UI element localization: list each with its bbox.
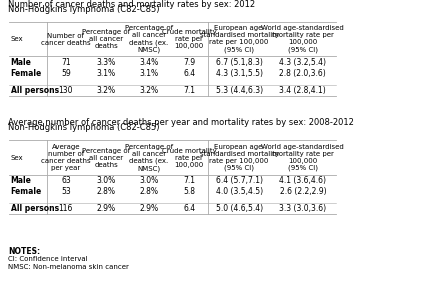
Text: 2.8%: 2.8% bbox=[97, 188, 116, 196]
Text: CI: Confidence interval: CI: Confidence interval bbox=[8, 256, 88, 262]
Text: World age-standardised
mortality rate per
100,000
(95% CI): World age-standardised mortality rate pe… bbox=[261, 26, 344, 53]
Text: 3.4 (2.8,4.1): 3.4 (2.8,4.1) bbox=[280, 86, 326, 95]
Text: 4.3 (3.2,5.4): 4.3 (3.2,5.4) bbox=[279, 58, 326, 67]
Text: 2.9%: 2.9% bbox=[96, 204, 116, 213]
Text: 2.8 (2.0,3.6): 2.8 (2.0,3.6) bbox=[280, 69, 326, 78]
Text: 3.4%: 3.4% bbox=[139, 58, 159, 67]
Text: 2.9%: 2.9% bbox=[139, 204, 158, 213]
Text: NOTES:: NOTES: bbox=[8, 248, 41, 256]
Text: 6.7 (5.1,8.3): 6.7 (5.1,8.3) bbox=[215, 58, 263, 67]
Text: 6.4: 6.4 bbox=[183, 204, 195, 213]
Text: 3.2%: 3.2% bbox=[96, 86, 116, 95]
Text: All persons: All persons bbox=[11, 86, 59, 95]
Text: World age-standardised
mortality rate per
100,000
(95% CI): World age-standardised mortality rate pe… bbox=[261, 144, 344, 171]
Text: 3.1%: 3.1% bbox=[139, 69, 158, 78]
Text: Crude mortality
rate per
100,000: Crude mortality rate per 100,000 bbox=[162, 29, 216, 49]
Text: Female: Female bbox=[11, 69, 42, 78]
Text: 63: 63 bbox=[61, 176, 71, 185]
Text: Percentage of
all cancer
deaths (ex.
NMSC): Percentage of all cancer deaths (ex. NMS… bbox=[125, 25, 173, 53]
Text: 4.1 (3.6,4.6): 4.1 (3.6,4.6) bbox=[279, 176, 326, 185]
Text: 3.1%: 3.1% bbox=[96, 69, 116, 78]
Text: Average number of cancer deaths per year and mortality rates by sex: 2008-2012: Average number of cancer deaths per year… bbox=[8, 118, 354, 127]
Text: Average
number of
cancer deaths
per year: Average number of cancer deaths per year bbox=[41, 144, 91, 171]
Text: Percentage of
all cancer
deaths: Percentage of all cancer deaths bbox=[82, 148, 130, 168]
Text: 3.0%: 3.0% bbox=[96, 176, 116, 185]
Text: Percentage of
all cancer
deaths: Percentage of all cancer deaths bbox=[82, 29, 130, 49]
Text: NMSC: Non-melanoma skin cancer: NMSC: Non-melanoma skin cancer bbox=[8, 264, 129, 270]
Text: 3.2%: 3.2% bbox=[139, 86, 158, 95]
Text: Sex: Sex bbox=[11, 154, 23, 160]
Text: 3.3%: 3.3% bbox=[96, 58, 116, 67]
Text: 130: 130 bbox=[59, 86, 73, 95]
Text: European age-
standardised mortality
rate per 100,000
(95% CI): European age- standardised mortality rat… bbox=[199, 26, 279, 53]
Text: 116: 116 bbox=[59, 204, 73, 213]
Text: 3.0%: 3.0% bbox=[139, 176, 159, 185]
Text: 4.3 (3.1,5.5): 4.3 (3.1,5.5) bbox=[215, 69, 263, 78]
Text: 5.8: 5.8 bbox=[183, 188, 195, 196]
Text: Male: Male bbox=[11, 58, 31, 67]
Text: Sex: Sex bbox=[11, 36, 23, 42]
Text: 7.9: 7.9 bbox=[183, 58, 195, 67]
Text: 2.8%: 2.8% bbox=[139, 188, 158, 196]
Text: 2.6 (2.2,2.9): 2.6 (2.2,2.9) bbox=[280, 188, 326, 196]
Text: 5.0 (4.6,5.4): 5.0 (4.6,5.4) bbox=[215, 204, 263, 213]
Text: All persons: All persons bbox=[11, 204, 59, 213]
Text: 6.4: 6.4 bbox=[183, 69, 195, 78]
Text: Female: Female bbox=[11, 188, 42, 196]
Text: Percentage of
all cancer
deaths (ex.
NMSC): Percentage of all cancer deaths (ex. NMS… bbox=[125, 144, 173, 172]
Text: Number of cancer deaths and mortality rates by sex: 2012: Number of cancer deaths and mortality ra… bbox=[8, 0, 255, 9]
Text: 7.1: 7.1 bbox=[183, 176, 195, 185]
Text: 6.4 (5.7,7.1): 6.4 (5.7,7.1) bbox=[215, 176, 263, 185]
Text: 4.0 (3.5,4.5): 4.0 (3.5,4.5) bbox=[215, 188, 263, 196]
Text: 7.1: 7.1 bbox=[183, 86, 195, 95]
Text: 71: 71 bbox=[61, 58, 71, 67]
Text: 53: 53 bbox=[61, 188, 71, 196]
Text: 3.3 (3.0,3.6): 3.3 (3.0,3.6) bbox=[279, 204, 326, 213]
Text: Non-Hodgkins lymphoma (C82-C85): Non-Hodgkins lymphoma (C82-C85) bbox=[8, 123, 160, 132]
Text: Male: Male bbox=[11, 176, 31, 185]
Text: Crude mortality
rate per
100,000: Crude mortality rate per 100,000 bbox=[162, 148, 216, 168]
Text: 59: 59 bbox=[61, 69, 71, 78]
Text: Number of
cancer deaths: Number of cancer deaths bbox=[41, 33, 91, 46]
Text: 5.3 (4.4,6.3): 5.3 (4.4,6.3) bbox=[215, 86, 263, 95]
Text: Non-Hodgkins lymphoma (C82-C85): Non-Hodgkins lymphoma (C82-C85) bbox=[8, 4, 160, 14]
Text: European age-
standardised mortality
rate per 100,000
(95% CI): European age- standardised mortality rat… bbox=[199, 144, 279, 171]
